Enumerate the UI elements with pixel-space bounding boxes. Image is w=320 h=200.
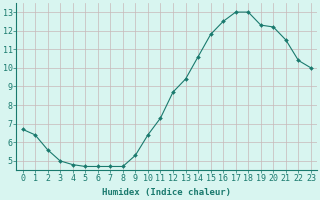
- X-axis label: Humidex (Indice chaleur): Humidex (Indice chaleur): [102, 188, 231, 197]
